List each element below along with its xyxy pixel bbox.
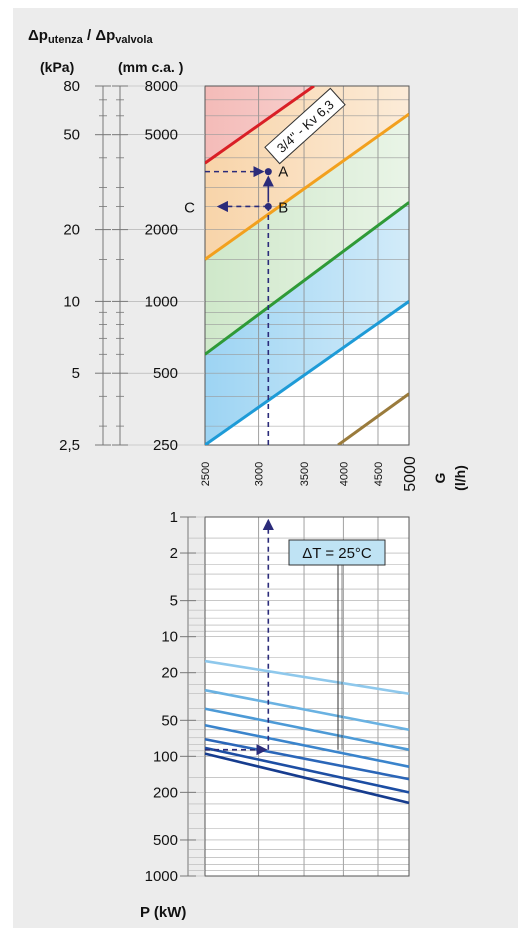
x-tick-label: 5000 xyxy=(402,456,419,492)
mmca-tick-label: 1000 xyxy=(145,293,178,310)
p-tick-label: 1000 xyxy=(145,868,178,885)
g-axis-title: G xyxy=(432,472,448,483)
point-b xyxy=(264,202,272,210)
bot-series-line-1 xyxy=(204,688,410,732)
x-tick-label: 2500 xyxy=(200,462,212,486)
mmca-tick-label: 500 xyxy=(153,365,178,382)
p-tick-label: 20 xyxy=(161,665,178,682)
point-label-c: C xyxy=(184,199,195,216)
bot-series-line-4 xyxy=(204,737,410,781)
kpa-tick-label: 5 xyxy=(72,365,80,382)
kpa-tick-label: 50 xyxy=(63,127,80,144)
top-series-line-4 xyxy=(337,392,409,445)
point-a xyxy=(264,168,272,176)
mmca-tick-label: 250 xyxy=(153,437,178,454)
p-tick-label: 5 xyxy=(170,593,178,610)
valve-label-box xyxy=(264,87,346,165)
bot-series-line-2 xyxy=(204,707,410,751)
point-label-a: A xyxy=(278,164,288,181)
x-tick-label: 3500 xyxy=(299,462,311,486)
dp-axis-title: Δputenza / Δpvalvola xyxy=(28,27,153,46)
x-tick-label: 3000 xyxy=(254,462,266,486)
p-tick-label: 50 xyxy=(161,712,178,729)
top-series-line-2 xyxy=(205,201,409,356)
top-series-line-1 xyxy=(205,112,409,261)
unit-mmca: (mm c.a. ) xyxy=(118,59,183,75)
bottom-chart: 1 2 5 10 20 50 100 200 500 1000 P (kW) ΔT = 25°C xyxy=(140,509,410,921)
bot-series-line-6 xyxy=(204,752,410,805)
p-axis-title: P (kW) xyxy=(140,904,186,921)
top-chart: 80 8000 50 5000 20 2000 10 1000 5 500 2,5 250 2500 30… xyxy=(59,78,468,492)
p-tick-label: 1 xyxy=(170,509,178,526)
top-series-line-3 xyxy=(205,300,409,445)
x-tick-label: 4500 xyxy=(373,462,385,486)
p-tick-label: 2 xyxy=(170,545,178,562)
annotation-box xyxy=(288,539,386,566)
bot-series-line-5 xyxy=(204,746,410,794)
mmca-tick-label: 2000 xyxy=(145,222,178,239)
kpa-tick-label: 80 xyxy=(63,78,80,95)
p-tick-label: 10 xyxy=(161,629,178,646)
kpa-tick-label: 10 xyxy=(63,293,80,310)
kpa-tick-label: 2,5 xyxy=(59,437,80,454)
p-tick-label: 200 xyxy=(153,784,178,801)
top-frame xyxy=(204,85,410,446)
unit-kpa: (kPa) xyxy=(40,59,74,75)
x-tick-label: 4000 xyxy=(338,462,350,486)
g-axis-unit: (l/h) xyxy=(452,465,468,491)
top-band-fade xyxy=(205,86,409,445)
bot-series-line-3 xyxy=(204,723,410,768)
annotation-label: ΔT = 25°C xyxy=(302,545,372,562)
kpa-tick-label: 20 xyxy=(63,222,80,239)
p-tick-label: 500 xyxy=(153,832,178,849)
bot-frame xyxy=(204,516,410,877)
top-series-line-0 xyxy=(205,86,315,165)
bot-series-line-0 xyxy=(204,659,410,696)
mmca-tick-label: 8000 xyxy=(145,78,178,95)
point-label-b: B xyxy=(278,199,288,216)
mmca-tick-label: 5000 xyxy=(145,127,178,144)
p-tick-label: 100 xyxy=(153,748,178,765)
